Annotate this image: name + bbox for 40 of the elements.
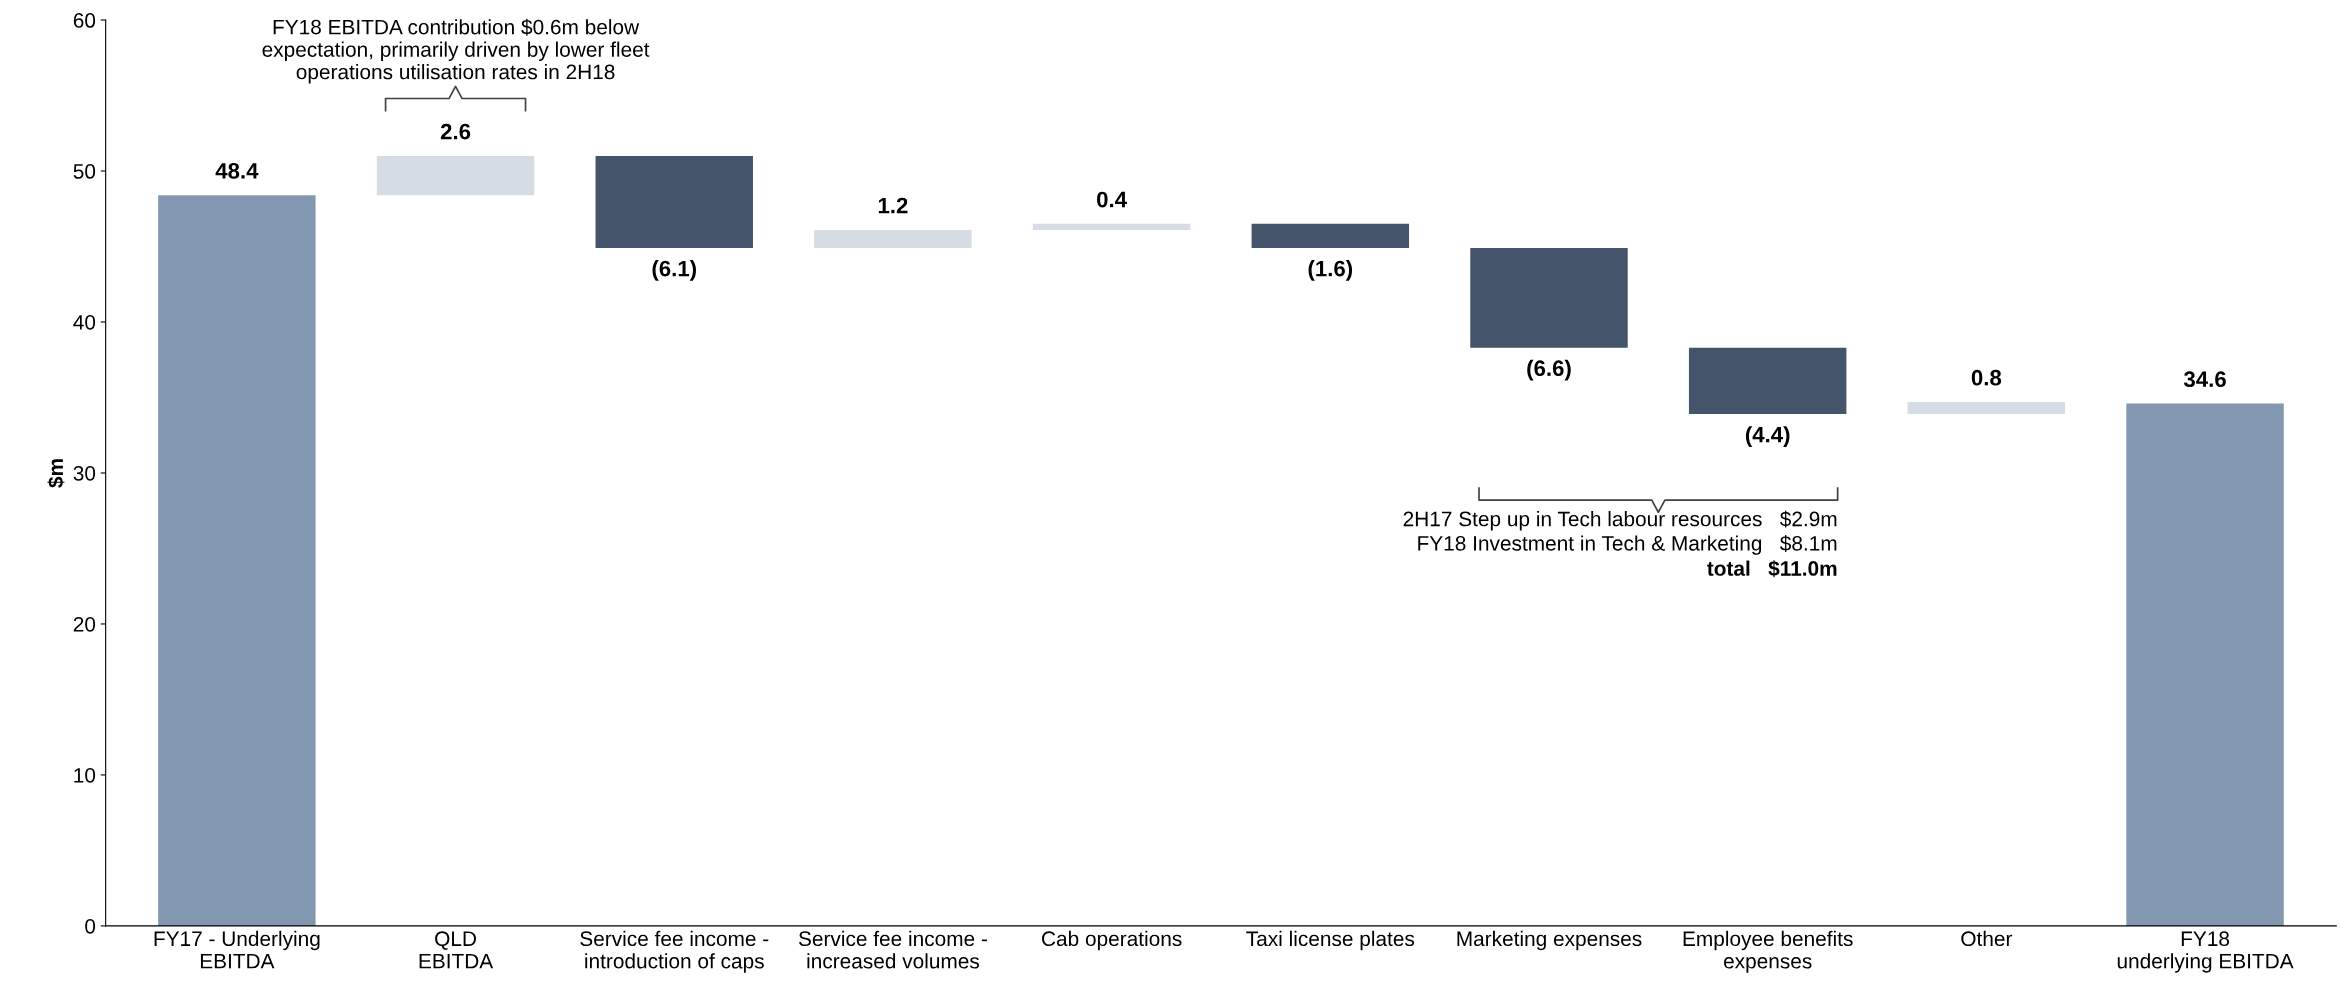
y-tick-label: 50: [73, 164, 96, 179]
x-tick-label: FY17 - Underlying EBITDA: [154, 930, 320, 969]
x-tick-label: QLD EBITDA: [419, 931, 494, 969]
bar: [1470, 248, 1628, 348]
y-tick-label: 60: [73, 13, 96, 28]
x-tick-label: Other: [1961, 930, 2013, 947]
data-label: (6.6): [1527, 359, 1571, 381]
bar: [1032, 223, 1191, 230]
y-tick-label: 0: [85, 918, 96, 934]
bar: [1688, 347, 1847, 415]
y-tick-label: 20: [73, 616, 96, 632]
data-label: (4.4): [1745, 426, 1790, 447]
bar: [1251, 223, 1410, 249]
y-tick-label: 40: [73, 314, 96, 330]
data-label: (6.1): [652, 260, 696, 281]
data-label: 1.2: [878, 197, 908, 214]
data-label: 0.4: [1097, 191, 1127, 208]
bar: [376, 155, 535, 196]
x-tick-label: Service fee income - introduction of caps: [580, 930, 769, 973]
bar: [595, 155, 753, 249]
data-label: 48.4: [215, 162, 259, 179]
x-tick-label: Employee benefits expenses: [1683, 930, 1853, 973]
x-tick-label: Service fee income - increased volumes: [798, 930, 987, 969]
x-tick-label: Cab operations: [1042, 930, 1182, 951]
bar: [2126, 403, 2284, 926]
x-tick-label: Marketing expenses: [1457, 930, 1642, 951]
annotation: FY18 EBITDA contribution $0.6m below expectation, primarily driven by lower fleet operations utilisation rates in 2H18: [262, 18, 650, 84]
y-tick-label: 10: [74, 767, 96, 783]
x-tick-label: FY18 underlying EBITDA: [2117, 931, 2294, 973]
annotation: total $11.0m: [1707, 560, 1837, 578]
data-label: 0.8: [1971, 369, 2002, 386]
data-label: (1.6): [1308, 260, 1353, 281]
y-axis-title: $m: [47, 459, 65, 488]
x-tick-label: Taxi license plates: [1246, 930, 1415, 951]
data-label: 34.6: [2183, 371, 2226, 388]
bar: [814, 229, 972, 249]
bar: [1907, 402, 2066, 415]
bar: [158, 195, 316, 926]
y-tick-label: 30: [73, 465, 96, 481]
data-label: 2.6: [440, 123, 471, 140]
